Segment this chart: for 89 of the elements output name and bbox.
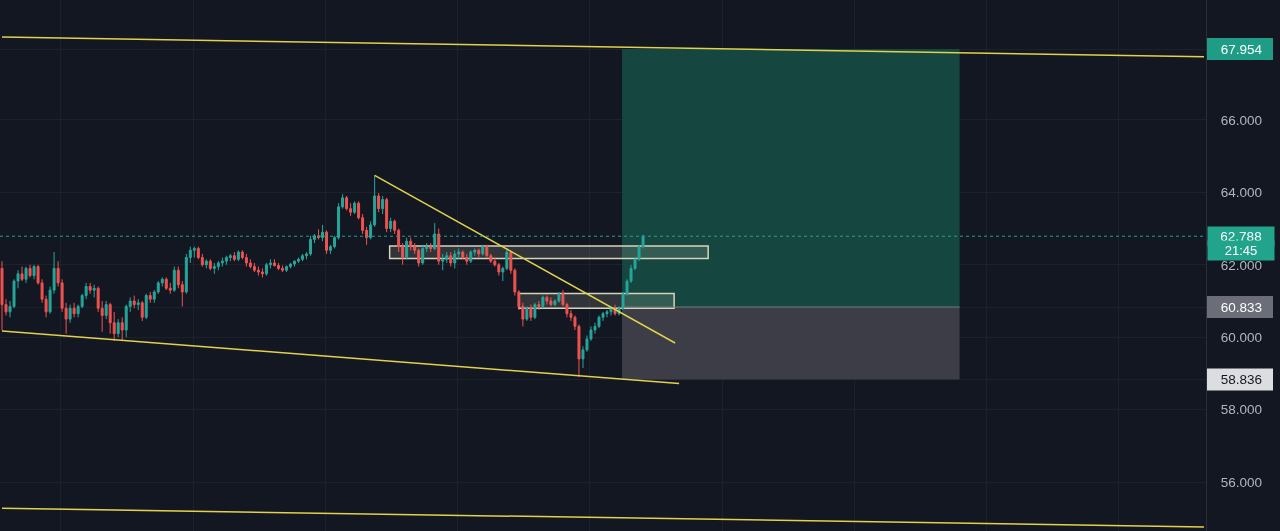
candlestick bbox=[533, 302, 537, 320]
y-tick-label: 64.000 bbox=[1220, 185, 1262, 201]
candlestick bbox=[437, 228, 441, 266]
candlestick bbox=[244, 253, 248, 268]
candlestick bbox=[144, 293, 148, 320]
candlestick bbox=[309, 235, 312, 257]
y-tick-label: 58.836 bbox=[1220, 372, 1262, 388]
candlestick bbox=[72, 302, 76, 318]
y-tick-label: 60.000 bbox=[1220, 329, 1262, 345]
text: 21:45 bbox=[1224, 243, 1258, 258]
candlestick bbox=[545, 295, 549, 306]
candlestick bbox=[20, 266, 24, 282]
candlestick bbox=[301, 253, 304, 262]
candlestick bbox=[469, 249, 473, 264]
candlestick bbox=[549, 296, 553, 307]
candlestick bbox=[433, 222, 437, 251]
candlestick bbox=[284, 265, 288, 273]
candlestick bbox=[212, 262, 216, 275]
candlestick bbox=[605, 309, 609, 318]
candlestick bbox=[192, 246, 196, 259]
candlestick bbox=[485, 244, 489, 259]
candlestick bbox=[252, 262, 256, 273]
y-tick-label: 62.000 bbox=[1220, 257, 1262, 273]
candlestick bbox=[293, 259, 296, 268]
candlestick bbox=[92, 284, 96, 298]
candlestick bbox=[164, 276, 168, 291]
candlestick bbox=[216, 260, 220, 271]
y-tick-label: 67.954 bbox=[1220, 41, 1263, 57]
candlestick bbox=[116, 318, 120, 338]
candlestick bbox=[497, 262, 501, 277]
candlestick bbox=[32, 264, 36, 280]
candlestick bbox=[280, 265, 284, 273]
y-tick-label: 60.833 bbox=[1220, 299, 1262, 315]
y-tick-label: 58.000 bbox=[1220, 402, 1262, 418]
ref-line-label: 62.788 bbox=[1220, 229, 1262, 244]
candlestick bbox=[256, 266, 260, 277]
candlestick bbox=[429, 242, 433, 253]
candlestick bbox=[68, 304, 72, 324]
candlestick bbox=[0, 260, 4, 331]
candlestick bbox=[381, 195, 385, 215]
candlestick bbox=[236, 249, 240, 262]
candlestick bbox=[260, 267, 264, 278]
candlestick bbox=[204, 258, 208, 269]
candlestick bbox=[264, 262, 268, 277]
candlestick bbox=[289, 262, 292, 269]
candlestick bbox=[272, 258, 276, 268]
candlestick bbox=[377, 192, 381, 213]
candlestick bbox=[108, 302, 112, 335]
candlestick bbox=[276, 262, 280, 271]
candlestick bbox=[405, 237, 409, 260]
candlestick bbox=[136, 298, 140, 311]
candlestick bbox=[28, 264, 32, 278]
candlestick bbox=[525, 305, 529, 322]
candlestick bbox=[208, 258, 212, 271]
candlestick bbox=[148, 291, 152, 304]
candlestick bbox=[481, 244, 485, 257]
candlestick bbox=[325, 229, 329, 255]
candlestick bbox=[529, 304, 533, 322]
candlestick bbox=[120, 316, 124, 342]
candlestick bbox=[353, 200, 357, 215]
candlestick bbox=[557, 291, 561, 304]
candlestick bbox=[24, 266, 28, 284]
candlestick bbox=[228, 253, 232, 262]
y-tick-label: 66.000 bbox=[1220, 112, 1262, 128]
candlestick bbox=[220, 257, 224, 268]
candlestick bbox=[453, 249, 457, 269]
candlestick bbox=[104, 300, 108, 320]
candlestick bbox=[541, 295, 545, 309]
candlestick bbox=[132, 295, 136, 309]
candlestick bbox=[609, 307, 613, 316]
candlestick bbox=[441, 253, 445, 271]
candlestick bbox=[140, 300, 144, 322]
candlestick bbox=[172, 266, 176, 293]
candlestick bbox=[297, 257, 300, 264]
candlestick bbox=[321, 224, 325, 242]
candlestick bbox=[409, 237, 413, 251]
candlestick bbox=[537, 300, 541, 311]
candlestick bbox=[88, 282, 92, 295]
candlestick bbox=[465, 253, 469, 266]
candlestick bbox=[421, 244, 425, 266]
candlestick bbox=[385, 197, 389, 233]
candlestick bbox=[224, 255, 228, 266]
candlestick bbox=[248, 258, 252, 269]
candlestick bbox=[417, 247, 421, 268]
candlestick bbox=[449, 251, 453, 268]
candlestick bbox=[389, 217, 393, 233]
y-tick-label: 56.000 bbox=[1220, 474, 1262, 490]
candlestick bbox=[232, 251, 236, 262]
candlestick bbox=[477, 247, 481, 259]
